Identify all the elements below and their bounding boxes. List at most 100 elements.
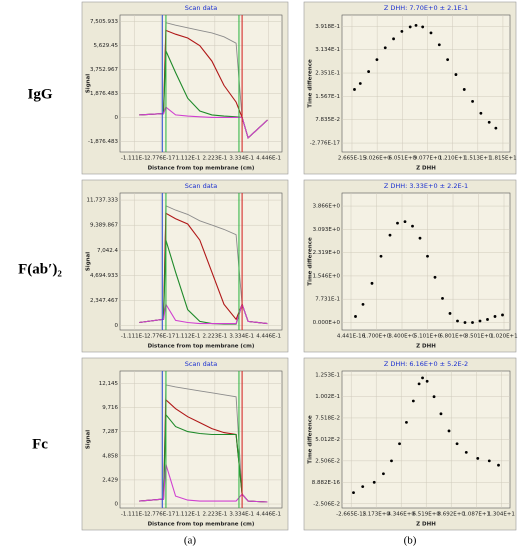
data-point [497,463,500,467]
data-point [398,442,401,446]
x-tick-label: 3.334E-1 [229,334,254,340]
column-label: (a) [184,535,197,547]
y-tick-label: 0 [115,115,119,121]
plot-area [341,192,511,331]
x-tick-label: 4.346E+0 [388,512,416,518]
data-point [375,58,379,62]
x-axis-label: Distance from top membrane (cm) [148,522,255,528]
data-point [411,399,415,403]
y-tick-label: 1.567E-1 [315,94,340,100]
y-axis-label: Time difference [308,59,314,108]
x-tick-label: 1.513E+1 [464,156,491,162]
data-point [418,236,422,240]
y-tick-label: 7,042.4 [97,248,118,254]
data-point [354,315,357,318]
x-tick-label: 1.700E+0 [363,334,391,340]
data-point [493,315,497,318]
y-tick-label: -2.506E-2 [313,501,340,507]
y-tick-label: 2,347.467 [90,298,118,304]
x-tick-label: 4.446E-1 [256,512,281,518]
x-tick-label: 2.776E-17 [147,156,176,162]
x-axis-label: Distance from top membrane (cm) [148,344,255,350]
data-point [501,313,504,317]
data-point [432,395,436,399]
x-tick-label: 6.051E+0 [389,156,417,162]
x-tick-label: 2.776E-17 [147,512,176,518]
data-point [456,319,459,323]
data-point [487,120,491,124]
x-tick-label: 9.077E+0 [414,156,442,162]
x-axis-label: Distance from top membrane (cm) [148,166,255,172]
data-point [372,480,376,484]
panel: Scan data Distance from top membrane (cm)… [81,357,289,531]
data-point [353,88,356,91]
y-tick-label: 2.506E-2 [315,458,340,464]
row-label: F(ab′)₂ [18,261,62,277]
data-point [441,296,444,300]
data-point [358,82,362,85]
panel: Scan data Distance from top membrane (cm)… [81,179,289,353]
data-point [392,37,395,41]
y-tick-label: 0 [115,502,119,508]
y-axis-label: Signal [86,430,92,449]
data-point [405,420,408,424]
x-axis-label: Z DHH [416,522,436,528]
data-point [455,442,459,446]
x-tick-label: 3.026E+0 [363,156,391,162]
data-point [479,111,483,115]
y-tick-label: 11,737.333 [87,198,119,204]
x-tick-label: 8.692E+0 [438,512,466,518]
data-point [462,88,466,91]
data-point [379,254,383,258]
data-point [454,73,458,76]
x-tick-label: 6.801E+0 [439,334,467,340]
data-point [476,456,480,460]
x-tick-label: 3.400E+0 [388,334,416,340]
y-tick-label: 3,752.967 [90,67,118,73]
data-point [446,58,450,62]
x-tick-label: 1.112E-1 [176,156,201,162]
data-point [408,25,412,29]
data-point [437,43,441,47]
data-point [400,29,404,33]
y-tick-label: 3.918E-1 [315,24,340,30]
y-tick-label: 2,429 [102,477,118,483]
y-tick-label: 7.518E-2 [315,415,340,421]
x-tick-label: -1.111E-1 [121,512,148,518]
panel: Z DHH: 6.16E+0 ± 5.2E-2 Z DHH Time differe… [303,357,517,531]
data-point [361,485,365,488]
data-point [463,321,467,324]
plot-area [119,14,283,153]
y-tick-label: 1.002E-1 [315,394,340,400]
x-tick-label: 1.020E+1 [490,334,517,340]
data-point [471,99,474,103]
y-tick-label: -1,876.483 [88,139,118,145]
y-tick-label: 8.882E-16 [312,480,341,486]
x-tick-label: -1.111E-1 [121,334,148,340]
y-axis-label: Signal [86,252,92,271]
row-label: Fc [32,436,48,452]
x-tick-label: 1.210E+1 [439,156,466,162]
data-point [382,472,385,476]
y-axis-label: Signal [86,74,92,93]
x-tick-label: -1.111E-1 [121,156,148,162]
panel-title: Z DHH: 3.33E+0 ± 2.2E-1 [384,182,468,190]
data-point [411,224,414,228]
data-point [429,31,433,35]
y-tick-label: 7,505.933 [90,19,118,25]
data-point [403,220,407,224]
y-tick-label: 0.000E+0 [313,320,341,326]
y-tick-label: 7.835E-2 [315,117,340,123]
y-tick-label: 0 [115,323,119,329]
plot-area [119,192,283,331]
x-tick-label: 4.441E-16 [337,334,366,340]
x-tick-label: 5.101E+0 [414,334,442,340]
y-tick-label: 2.351E-1 [315,71,340,77]
y-tick-label: 4,858 [102,453,118,459]
data-point [426,254,429,258]
data-point [486,318,489,321]
x-tick-label: 1.304E+1 [488,512,515,518]
y-tick-label: 3.866E+0 [313,204,341,210]
data-point [367,70,371,73]
x-axis-label: Z DHH [416,166,436,172]
